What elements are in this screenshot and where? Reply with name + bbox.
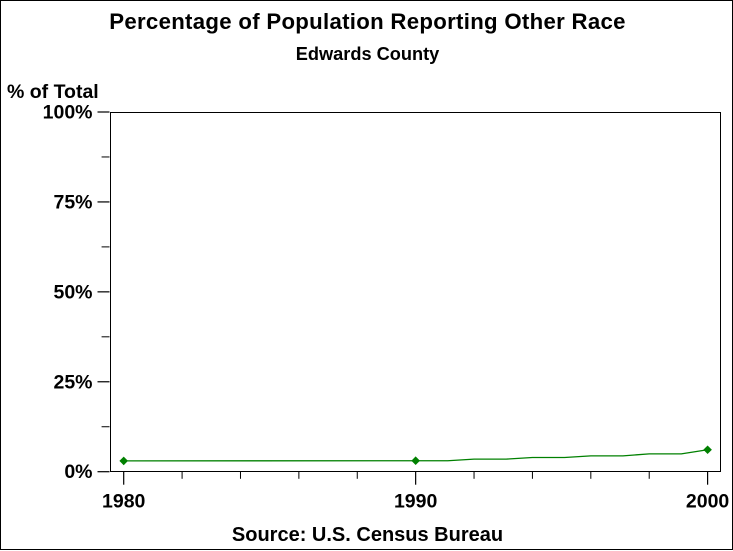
svg-text:0%: 0%	[64, 461, 92, 483]
svg-text:1990: 1990	[394, 491, 438, 513]
svg-text:2000: 2000	[686, 491, 730, 513]
svg-text:50%: 50%	[53, 281, 92, 303]
svg-text:75%: 75%	[53, 191, 92, 213]
svg-text:25%: 25%	[53, 371, 92, 393]
svg-text:1980: 1980	[102, 491, 146, 513]
svg-text:100%: 100%	[43, 102, 93, 124]
